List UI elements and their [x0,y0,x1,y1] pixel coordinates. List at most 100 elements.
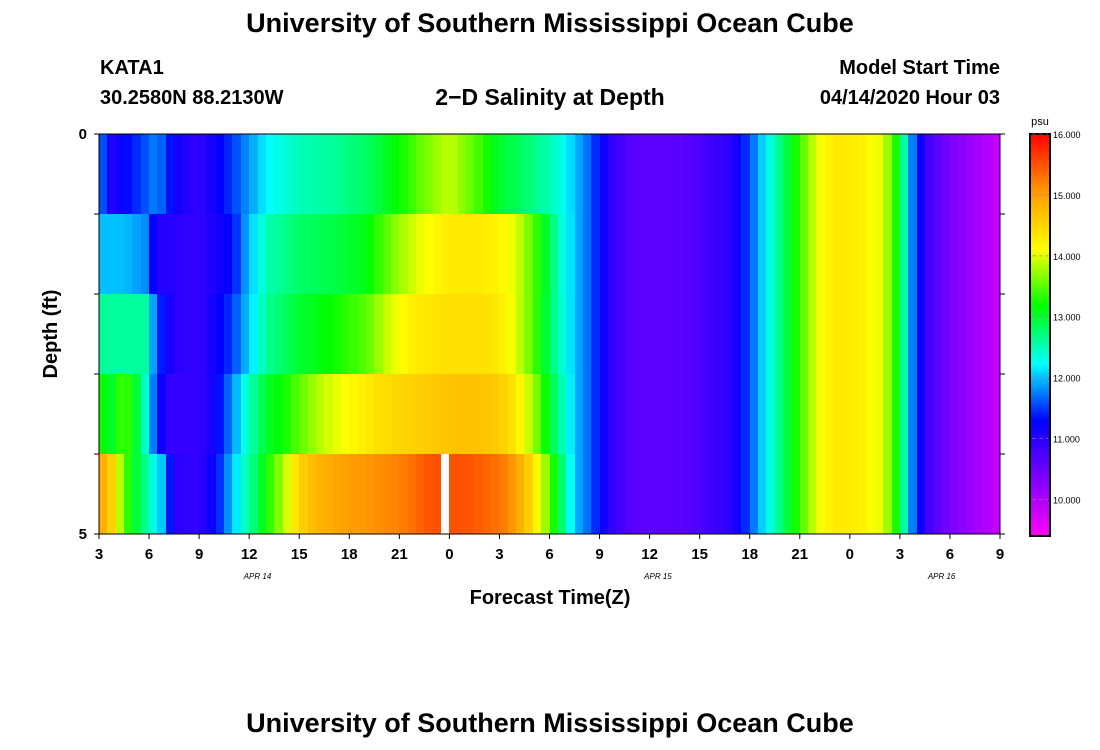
heatmap-cell [600,374,608,454]
heatmap-cell [641,214,650,294]
heatmap-cell [358,214,366,294]
heatmap-cell [808,294,816,374]
heatmap-cell [908,134,917,214]
x-tick-label: 3 [896,546,904,563]
heatmap-cell [967,294,975,374]
heatmap-cell [575,214,583,294]
x-tick-label: 0 [445,546,453,563]
heatmap-cell [249,374,258,454]
heatmap-cell [149,134,157,214]
heatmap-cell [274,214,283,294]
heatmap-cell [182,454,191,534]
heatmap-cell [99,374,107,454]
heatmap-cell [892,374,900,454]
heatmap-cell [992,454,1000,534]
heatmap-cell [816,294,825,374]
heatmap-cell [942,454,950,534]
heatmap-cell [374,214,383,294]
heatmap-cell [733,454,741,534]
heatmap-cell [775,454,783,534]
heatmap-cell [833,294,841,374]
heatmap-cell [858,294,867,374]
heatmap-cell [933,134,942,214]
heatmap-cell [992,214,1000,294]
heatmap-cell [983,134,992,214]
heatmap-cell [416,294,424,374]
heatmap-cell [750,134,758,214]
x-tick-label: 21 [391,546,408,563]
heatmap-cell [750,454,758,534]
heatmap-cell [758,294,766,374]
heatmap-cell [841,374,850,454]
heatmap-cell [917,374,925,454]
heatmap-cell [399,294,408,374]
heatmap-cell [166,294,174,374]
heatmap-cell [691,134,700,214]
heatmap-cell [925,134,933,214]
heatmap-cell [199,214,207,294]
heatmap-cell [182,294,191,374]
x-tick-label: 21 [791,546,808,563]
heatmap-cell [383,214,391,294]
heatmap-cell [783,294,791,374]
heatmap-cell [132,454,141,534]
heatmap-cell [274,454,283,534]
heatmap-cell [149,454,157,534]
heatmap-cell [800,454,808,534]
heatmap-cell [967,214,975,294]
heatmap-cell [708,214,716,294]
heatmap-cell [191,134,199,214]
heatmap-cell [733,134,741,214]
heatmap-cell [583,134,591,214]
heatmap-cell [241,134,249,214]
heatmap-cell [675,214,683,294]
heatmap-cell [458,134,466,214]
heatmap-cell [800,134,808,214]
heatmap-cell [791,374,800,454]
colorbar-strip [1029,133,1051,537]
heatmap-cell [516,214,524,294]
heatmap-cell [433,454,441,534]
heatmap-cell [408,454,416,534]
heatmap-cell [900,374,908,454]
x-tick-label: 15 [691,546,708,563]
heatmap-cell [691,214,700,294]
heatmap-cell [341,294,349,374]
heatmap-cell [950,134,958,214]
heatmap-cell [566,214,575,294]
heatmap-cell [950,214,958,294]
heatmap-cell [258,214,266,294]
heatmap-cell [207,374,216,454]
heatmap-cell [850,454,858,534]
heatmap-cell [758,134,766,214]
x-tick-label: 6 [946,546,954,563]
heatmap-cell [258,374,266,454]
heatmap-cell [675,134,683,214]
heatmap-cell [775,134,783,214]
heatmap-cell [333,454,341,534]
heatmap-cell [391,134,399,214]
heatmap-cell [324,374,333,454]
heatmap-cell [566,374,575,454]
heatmap-cell [800,294,808,374]
heatmap-cell [399,214,408,294]
heatmap-cell [658,214,666,294]
heatmap-cell [683,134,691,214]
heatmap-cell [199,374,207,454]
heatmap-cell [182,134,191,214]
heatmap-cell [283,454,291,534]
heatmap-cell [399,134,408,214]
heatmap-cell [783,374,791,454]
heatmap-cell [249,294,258,374]
heatmap-cell [908,454,917,534]
date-label: APR 15 [643,572,672,581]
heatmap-cell [583,454,591,534]
heatmap-cell [458,374,466,454]
heatmap-cell [308,214,316,294]
heatmap-cell [766,294,775,374]
heatmap-cell [666,374,675,454]
heatmap-cell [933,454,942,534]
heatmap-cell [366,454,374,534]
heatmap-cell [299,294,308,374]
heatmap-cell [917,214,925,294]
